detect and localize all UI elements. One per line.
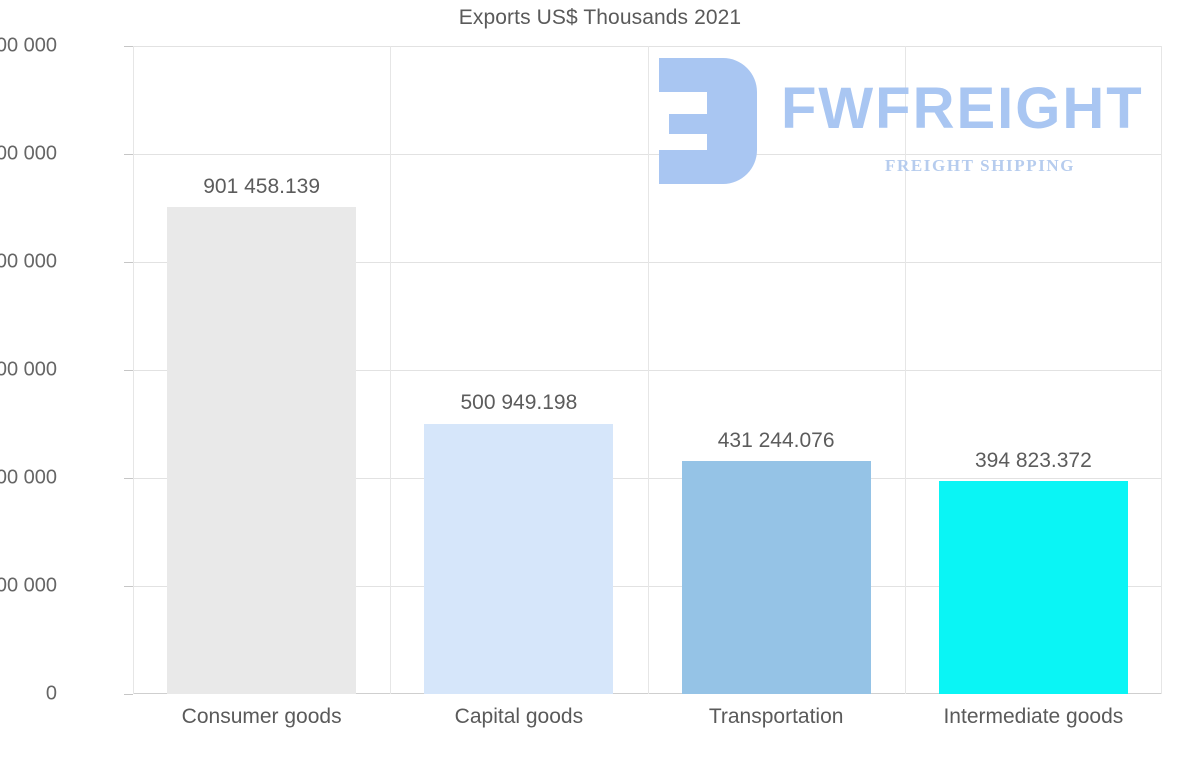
gridline-horizontal — [133, 478, 1162, 479]
y-axis-tick-label: 1 000 000 — [0, 142, 57, 165]
bar[interactable] — [938, 480, 1128, 694]
bar-value-label: 500 949.198 — [460, 391, 578, 415]
x-axis-tick-label: Intermediate goods — [943, 705, 1124, 728]
gridline-vertical — [648, 46, 649, 694]
y-axis-tick-label: 1 200 000 — [0, 34, 57, 57]
x-axis-tick-label: Transportation — [708, 705, 844, 728]
bar-value-label: 431 244.076 — [717, 429, 835, 453]
gridline-vertical — [905, 46, 906, 694]
chart-title: Exports US$ Thousands 2021 — [458, 6, 742, 29]
x-axis-tick-label: Capital goods — [454, 705, 584, 728]
y-axis-tick-label: 200 000 — [0, 574, 57, 597]
gridline-horizontal — [133, 46, 1162, 47]
y-axis-tick-mark — [124, 586, 133, 587]
y-axis-tick-mark — [124, 694, 133, 695]
bar[interactable] — [424, 423, 614, 694]
bar[interactable] — [681, 461, 871, 694]
y-axis-tick-mark — [124, 154, 133, 155]
gridline-horizontal — [133, 586, 1162, 587]
y-axis-tick-label: 0 — [45, 682, 57, 705]
y-axis-tick-mark — [124, 262, 133, 263]
plot-area — [133, 46, 1162, 694]
gridline-vertical — [1161, 46, 1162, 694]
gridline-vertical — [390, 46, 391, 694]
bar-value-label: 901 458.139 — [203, 175, 321, 199]
gridline-horizontal — [133, 370, 1162, 371]
y-axis-tick-mark — [124, 478, 133, 479]
y-axis-tick-label: 800 000 — [0, 250, 57, 273]
bar-value-label: 394 823.372 — [974, 448, 1092, 472]
gridline-horizontal — [133, 154, 1162, 155]
y-axis-tick-label: 600 000 — [0, 358, 57, 381]
y-axis-tick-mark — [124, 46, 133, 47]
y-axis-tick-label: 400 000 — [0, 466, 57, 489]
x-axis-line — [133, 693, 1162, 694]
bar[interactable] — [167, 207, 357, 694]
y-axis-tick-mark — [124, 370, 133, 371]
x-axis-tick-label: Consumer goods — [181, 705, 342, 728]
y-axis-line — [133, 46, 134, 694]
gridline-horizontal — [133, 262, 1162, 263]
